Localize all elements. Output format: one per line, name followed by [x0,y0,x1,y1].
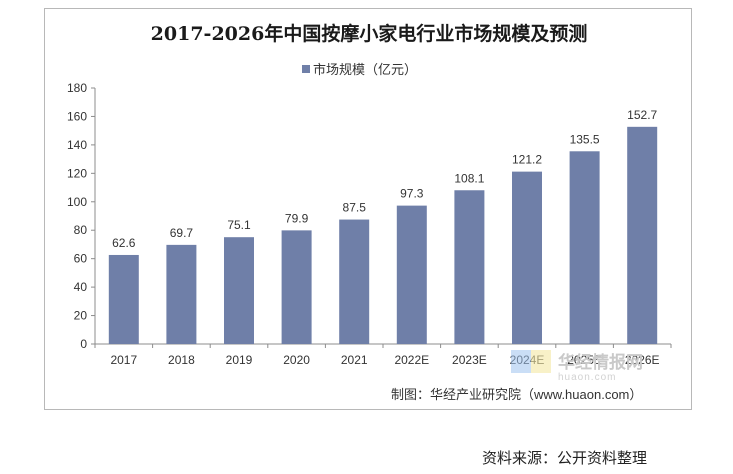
data-label: 62.6 [112,236,136,250]
data-label: 135.5 [570,132,600,146]
bar [569,151,600,344]
data-label: 152.7 [627,108,657,122]
x-tick-label: 2022E [394,353,429,367]
watermark-logo-left [511,350,531,373]
chart-frame: 2017-2026年中国按摩小家电行业市场规模及预测 市场规模（亿元） 0 20 4… [44,8,692,410]
bar [281,230,312,344]
source-note: 资料来源：公开资料整理 [482,450,648,467]
bars: 62.6 69.7 75.1 79.9 87.5 97.3 108.1 121.2 135.5 1… [108,108,658,345]
watermark-text: 华经情报网 [558,352,643,372]
bar [224,237,254,344]
bar [396,205,427,344]
data-label: 79.9 [285,211,309,225]
x-tick-label: 2020 [283,353,310,367]
x-tick-label: 2018 [168,353,195,367]
data-label: 121.2 [512,153,542,167]
data-label: 87.5 [343,201,367,215]
data-label: 97.3 [400,187,424,201]
chart-title: 2017-2026年中国按摩小家电行业市场规模及预测 [151,22,588,45]
watermark: 华经情报网 huaon.com [511,350,643,383]
data-label: 108.1 [454,171,484,185]
bar [339,219,370,344]
chart-credit: 制图：华经产业研究院（www.huaon.com） [391,387,642,402]
y-tick-label: 0 [80,337,87,351]
y-tick-label: 40 [74,280,88,294]
x-tick-label: 2021 [341,353,368,367]
watermark-subtext: huaon.com [558,372,616,383]
x-tick-label: 2017 [110,353,137,367]
bar [512,171,542,344]
watermark-logo-right [531,350,551,373]
x-tick-label: 2019 [226,353,253,367]
data-label: 75.1 [227,218,251,232]
y-tick-label: 120 [67,166,87,180]
y-tick-label: 180 [67,81,87,95]
data-label: 69.7 [170,226,194,240]
legend-swatch [302,65,310,73]
x-tick-label: 2023E [452,353,487,367]
bar [166,244,197,344]
legend: 市场规模（亿元） [302,62,417,77]
bar-chart: 2017-2026年中国按摩小家电行业市场规模及预测 市场规模（亿元） 0 20 4… [67,22,672,402]
y-tick-label: 20 [74,309,88,323]
y-tick-label: 100 [67,195,87,209]
y-tick-label: 140 [67,138,87,152]
bar [627,126,658,345]
y-tick-label: 80 [74,223,88,237]
y-axis: 0 20 40 60 80 100 120 140 160 180 [67,81,96,351]
x-tick-label: 2026E [625,353,660,367]
legend-label: 市场规模（亿元） [313,62,417,77]
x-tick-label: 2025E [567,353,602,367]
bar [108,254,139,344]
y-tick-label: 160 [67,109,87,123]
bar [454,190,485,344]
y-tick-label: 60 [74,252,88,266]
